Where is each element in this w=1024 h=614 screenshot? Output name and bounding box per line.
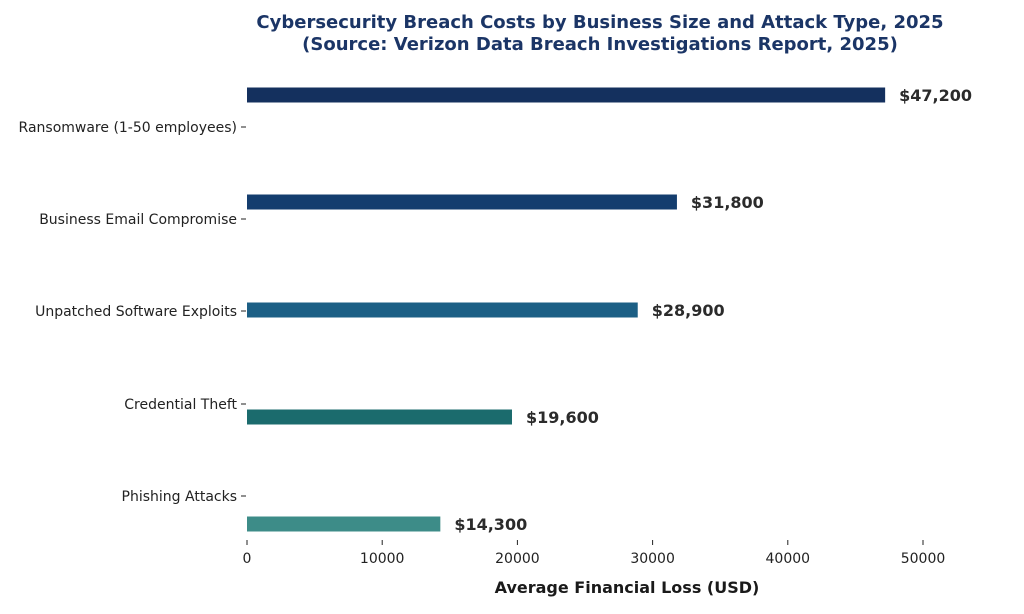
x-tick-label: 30000	[630, 551, 675, 567]
x-tick-label: 50000	[901, 551, 946, 567]
data-label: $14,300	[454, 515, 527, 534]
bar	[247, 87, 886, 103]
x-tick-label: 0	[243, 551, 252, 567]
x-tick-label: 10000	[360, 551, 405, 567]
category-label: Ransomware (1-50 employees)	[19, 120, 237, 136]
category-label: Unpatched Software Exploits	[35, 304, 237, 320]
chart-subtitle-line: (Source: Verizon Data Breach Investigati…	[302, 34, 898, 55]
category-label: Credential Theft	[124, 397, 237, 413]
bar	[247, 302, 638, 318]
data-label: $31,800	[691, 193, 764, 212]
x-axis-title: Average Financial Loss (USD)	[495, 578, 760, 597]
data-labels: $47,200 $31,800 $28,900 $19,600 $14,300	[454, 86, 972, 534]
category-label: Phishing Attacks	[122, 489, 237, 505]
chart-title-line: Cybersecurity Breach Costs by Business S…	[256, 12, 944, 33]
x-axis: 0 10000 20000 30000 40000 50000	[243, 540, 946, 567]
bar	[247, 409, 512, 425]
chart-title: Cybersecurity Breach Costs by Business S…	[250, 12, 950, 56]
category-labels: Ransomware (1-50 employees) Business Emai…	[19, 120, 246, 505]
x-tick-label: 40000	[766, 551, 811, 567]
data-label: $19,600	[526, 408, 599, 427]
category-label: Business Email Compromise	[39, 212, 237, 228]
bar	[247, 516, 441, 532]
x-tick-label: 20000	[495, 551, 540, 567]
data-label: $47,200	[899, 86, 972, 105]
bar	[247, 194, 677, 210]
bars	[247, 87, 886, 532]
data-label: $28,900	[652, 301, 725, 320]
